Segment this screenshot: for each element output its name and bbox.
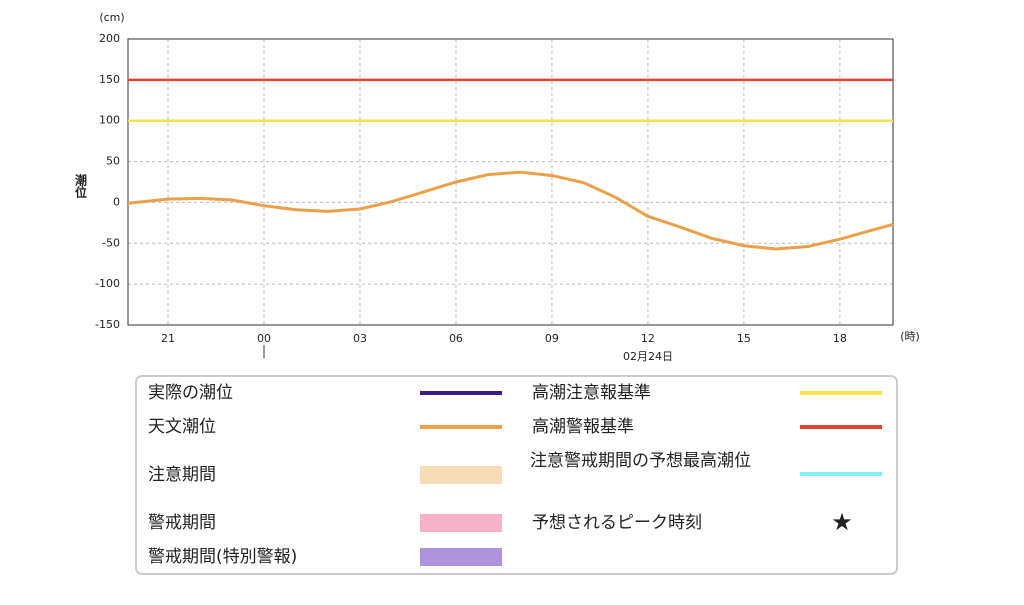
legend-label: 高潮注意報基準 — [532, 383, 651, 403]
legend-wrap: 注意警戒期間の予想最高潮位 — [530, 451, 751, 471]
y-tick-label: 150 — [99, 73, 120, 86]
legend-swatch — [420, 466, 502, 484]
legend-label: 注意警戒期間の予想最高潮位 — [530, 451, 751, 471]
legend-label: 高潮警報基準 — [532, 417, 634, 437]
x-unit: (時) — [900, 330, 920, 343]
date-label: 02月24日 — [623, 350, 673, 363]
plot-frame — [127, 38, 894, 326]
x-tick-label: 03 — [353, 332, 367, 345]
x-tick-label: 18 — [833, 332, 847, 345]
legend-box — [135, 375, 898, 575]
y-tick-label: 100 — [99, 114, 120, 127]
y-label: 潮位 — [74, 173, 88, 199]
x-tick-label: 09 — [545, 332, 559, 345]
x-tick-label: 21 — [161, 332, 175, 345]
x-tick-label: 06 — [449, 332, 463, 345]
y-unit: (cm) — [99, 11, 124, 24]
tide-line — [127, 170, 894, 251]
y-tick-label: 50 — [106, 155, 120, 168]
legend-label: 実際の潮位 — [148, 383, 233, 403]
y-tick-label: 0 — [113, 195, 120, 208]
x-tick-label: 00 — [257, 332, 271, 345]
legend-label: 予想されるピーク時刻 — [532, 513, 702, 533]
legend-label: 注意期間 — [148, 465, 216, 485]
y-tick-label: -50 — [102, 236, 120, 249]
y-tick-label: 200 — [99, 32, 120, 45]
legend-label: 警戒期間 — [148, 513, 216, 533]
y-tick-label: -100 — [95, 277, 120, 290]
legend-label: 警戒期間(特別警報) — [148, 547, 297, 567]
legend-star: ★ — [831, 508, 853, 536]
y-tick-label: -150 — [95, 318, 120, 331]
legend-swatch — [420, 514, 502, 532]
legend-swatch — [420, 548, 502, 566]
x-tick-label: 12 — [641, 332, 655, 345]
legend-label: 天文潮位 — [148, 417, 216, 437]
x-tick-label: 15 — [737, 332, 751, 345]
